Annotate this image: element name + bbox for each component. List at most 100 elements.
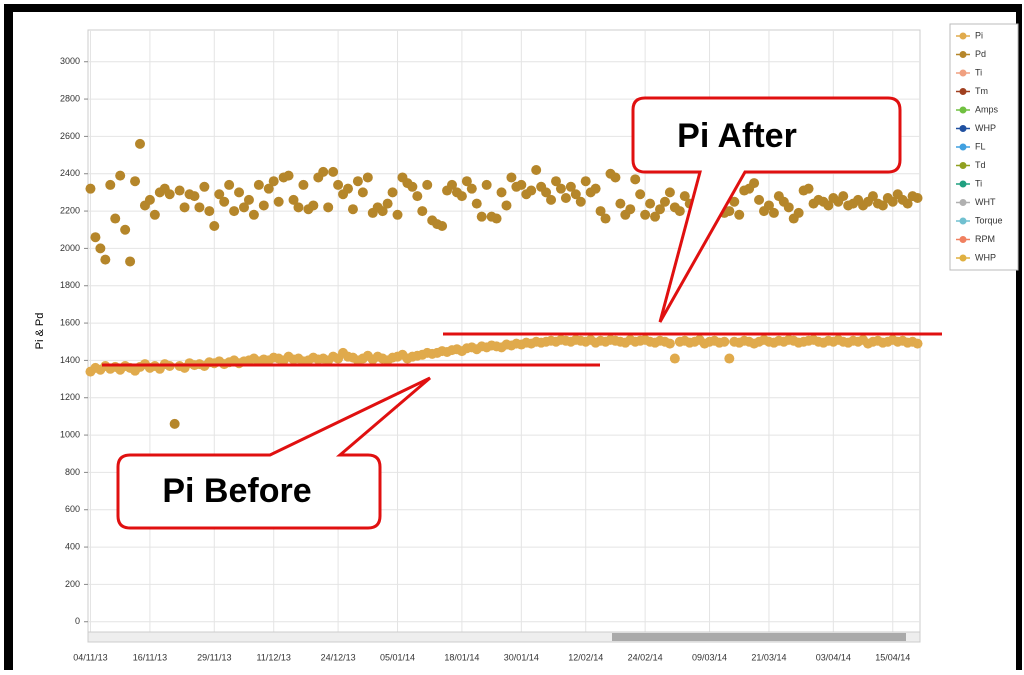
legend-label: Td	[975, 160, 986, 170]
point	[491, 213, 502, 224]
point	[625, 204, 636, 215]
legend-label: Pd	[975, 49, 986, 59]
point	[144, 194, 155, 205]
point	[417, 206, 428, 217]
legend-swatch	[959, 199, 967, 206]
point	[724, 206, 735, 217]
point	[214, 189, 225, 200]
point	[105, 179, 116, 190]
point	[551, 176, 561, 187]
callout-after	[631, 96, 902, 323]
point	[298, 179, 309, 190]
scrollbar-thumb[interactable]	[612, 633, 906, 641]
point	[877, 200, 888, 211]
point	[412, 191, 423, 202]
legend-label: WHT	[975, 197, 996, 207]
point	[263, 183, 274, 194]
point	[204, 206, 215, 217]
point	[595, 206, 606, 217]
point	[283, 170, 294, 181]
point	[496, 187, 507, 198]
legend-label: WHP	[975, 252, 996, 262]
point	[719, 336, 730, 347]
legend-swatch	[959, 236, 967, 243]
point	[308, 200, 319, 211]
point	[768, 207, 779, 218]
point	[234, 187, 245, 198]
y-tick-label: 1200	[60, 392, 80, 402]
point	[189, 191, 200, 202]
point	[793, 207, 804, 218]
x-tick-label: 30/01/14	[504, 652, 539, 662]
point	[749, 178, 760, 189]
x-tick-label: 24/02/14	[628, 652, 663, 662]
point	[90, 232, 101, 243]
y-tick-label: 1600	[60, 317, 80, 327]
x-tick-label: 21/03/14	[751, 652, 786, 662]
point	[580, 176, 591, 187]
point	[555, 183, 566, 194]
point	[110, 213, 121, 224]
point	[357, 187, 368, 198]
x-tick-label: 24/12/13	[321, 652, 356, 662]
point	[115, 170, 126, 181]
x-tick-label: 12/02/14	[568, 652, 603, 662]
x-tick-label: 09/03/14	[692, 652, 727, 662]
legend-swatch	[959, 106, 967, 114]
point	[456, 191, 467, 202]
legend-label: WHP	[975, 123, 996, 133]
x-tick-label: 11/12/13	[257, 652, 291, 662]
point	[645, 198, 656, 209]
point	[130, 176, 141, 187]
point	[229, 206, 240, 217]
legend-swatch	[959, 69, 967, 77]
point	[125, 256, 136, 267]
point	[273, 196, 284, 207]
point	[754, 194, 765, 205]
point	[724, 353, 735, 364]
point	[466, 183, 477, 194]
point	[655, 204, 665, 215]
point	[164, 189, 175, 200]
point	[659, 196, 670, 207]
x-tick-label: 15/04/14	[875, 652, 910, 662]
point	[318, 166, 329, 177]
legend-label: Ti	[975, 178, 982, 188]
legend-label: Torque	[975, 215, 1003, 225]
x-tick-label: 05/01/14	[380, 652, 415, 662]
y-tick-label: 2600	[60, 131, 80, 141]
point	[387, 187, 398, 198]
annotation: Pi After	[677, 117, 797, 155]
point	[481, 179, 492, 190]
point	[253, 179, 264, 190]
point	[867, 191, 878, 202]
point	[352, 176, 363, 187]
y-tick-label: 2200	[60, 205, 80, 215]
y-tick-label: 0	[75, 616, 80, 626]
point	[243, 194, 254, 205]
legend-swatch	[959, 125, 967, 132]
y-tick-label: 3000	[60, 56, 80, 66]
point	[615, 198, 626, 209]
point	[149, 209, 160, 220]
y-tick-label: 200	[65, 579, 80, 589]
point	[323, 202, 334, 213]
legend-swatch	[959, 217, 967, 225]
point	[610, 172, 621, 183]
y-tick-label: 2000	[60, 243, 80, 253]
point	[506, 172, 517, 183]
point	[640, 209, 651, 220]
callout-before	[116, 376, 431, 530]
point	[288, 194, 299, 205]
point	[239, 202, 249, 213]
point	[902, 198, 913, 209]
point	[199, 181, 210, 192]
legend-swatch	[959, 254, 967, 262]
point	[476, 211, 487, 222]
legend-swatch	[959, 180, 967, 188]
scrollbar-track	[87, 631, 921, 643]
frame-left	[4, 4, 13, 670]
legend-swatch	[959, 162, 967, 169]
point	[407, 181, 418, 192]
